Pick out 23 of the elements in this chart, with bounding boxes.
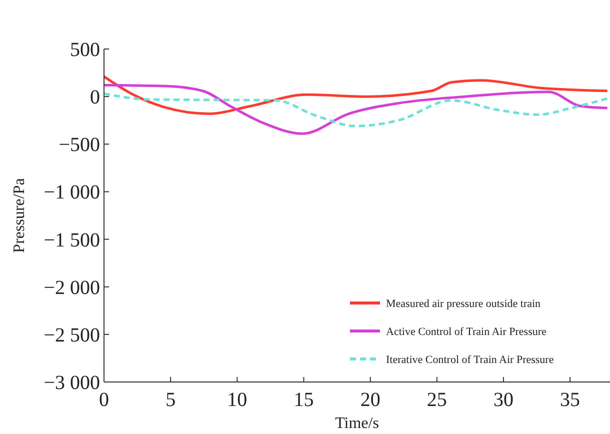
line-series xyxy=(104,75,609,115)
y-tick-label: −1 500 xyxy=(44,229,100,252)
x-tick-label: 35 xyxy=(560,389,580,411)
y-tick-label: 0 xyxy=(90,86,100,109)
y-tick-label: 500 xyxy=(70,39,100,61)
x-tick-label: 20 xyxy=(360,389,380,411)
y-tick-label: −2 500 xyxy=(44,324,100,346)
x-tick-label: 30 xyxy=(493,389,514,411)
x-tick-label: 25 xyxy=(426,389,447,411)
x-tick-label: 5 xyxy=(166,389,176,411)
x-tick-label: 10 xyxy=(227,389,248,411)
legend-label: Active Control of Train Air Pressure xyxy=(386,326,547,338)
y-tick-label: −500 xyxy=(58,134,100,156)
y-tick-label: −3 000 xyxy=(44,372,100,394)
x-axis-title: Time/s xyxy=(335,415,379,432)
x-tick-label: 15 xyxy=(294,389,314,411)
y-tick-label: −2 000 xyxy=(44,276,100,299)
legend-label: Measured air pressure outside train xyxy=(386,298,542,310)
line-series xyxy=(104,92,609,128)
y-axis-title: Pressure/Pa xyxy=(11,178,28,253)
line-series xyxy=(104,84,609,135)
legend-label: Iterative Control of Train Air Pressure xyxy=(386,354,554,366)
y-tick-label: −1 000 xyxy=(44,182,100,204)
